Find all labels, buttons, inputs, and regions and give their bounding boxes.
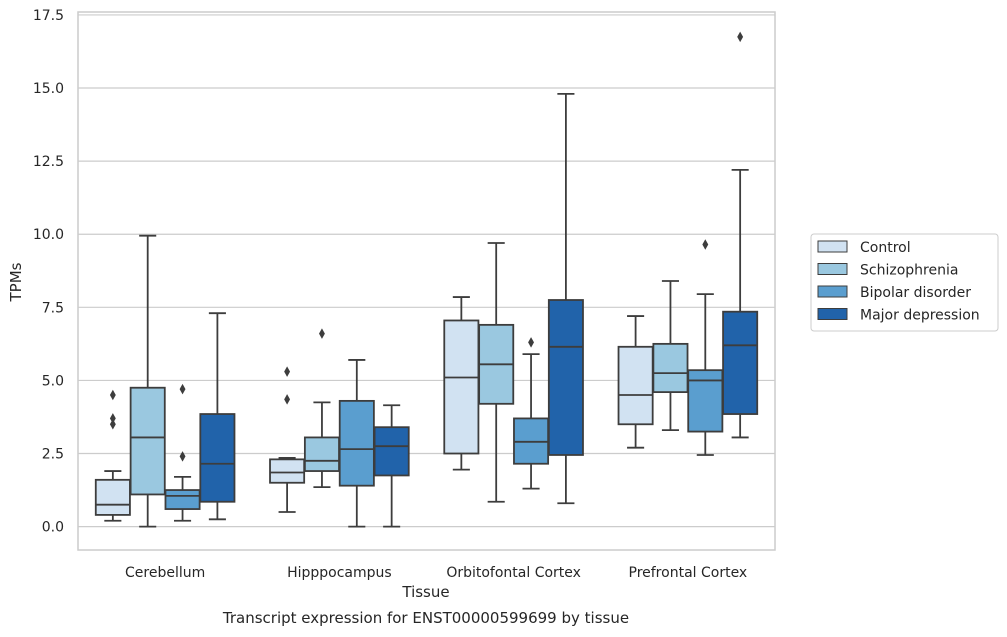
y-tick-label: 2.5 [42,447,64,463]
legend-swatch [817,285,848,298]
box-body [164,489,201,510]
box-hipppocampus-schizophrenia [303,328,340,489]
box-body [269,458,306,484]
y-tick-label: 15.0 [33,81,64,97]
legend-label: Schizophrenia [860,263,958,279]
y-tick-label: 12.5 [33,154,64,170]
box-orbitofontal-cortex-schizophrenia [478,242,515,503]
legend-frame [810,233,999,332]
box-prefrontal-cortex-schizophrenia [652,280,689,432]
legend-item: Schizophrenia [817,263,958,279]
box-cerebellum-control [94,389,131,522]
box-body [199,413,236,503]
grid-lines [78,14,775,528]
box-orbitofontal-cortex-control [443,296,480,471]
box-cerebellum-major-depression [199,312,236,521]
legend: Control Schizophrenia Bipolar disorder Majo… [810,233,999,332]
box-body [94,478,131,516]
x-tick-label: Orbitofontal Cortex [446,565,581,581]
y-tick-label: 17.5 [33,8,64,24]
box-body [338,399,375,487]
box-prefrontal-cortex-bipolar-disorder [687,239,724,456]
plot-area-frame [77,11,776,551]
outlier-point [179,451,186,462]
outlier-point [528,337,534,348]
box-series [94,31,759,528]
y-tick-label: 5.0 [42,373,64,389]
y-tick-label: 10.0 [33,227,64,243]
x-axis-label: Tissue [401,583,449,601]
outlier-point [319,328,325,339]
box-hipppocampus-bipolar-disorder [338,359,375,528]
legend-label: Major depression [860,308,980,324]
y-tick-label: 0.0 [42,520,64,536]
outlier-point [109,413,116,424]
box-body [652,342,689,394]
box-body [373,426,410,477]
y-axis-ticks: 0.0 2.5 5.0 7.5 10.0 12.5 15.0 17.5 [33,8,64,536]
box-prefrontal-cortex-major-depression [722,31,759,439]
outlier-point [109,389,116,401]
box-hipppocampus-major-depression [373,404,410,528]
box-hipppocampus-control [269,366,306,513]
box-body [303,436,340,472]
legend-item: Major depression [817,308,980,324]
box-body [547,299,584,456]
box-cerebellum-schizophrenia [129,234,166,528]
x-axis-ticks: Cerebellum Hipppocampus Orbitofontal Corte… [125,565,747,581]
x-tick-label: Hipppocampus [287,565,392,581]
box-orbitofontal-cortex-major-depression [547,92,584,505]
outlier-point [179,383,186,395]
box-cerebellum-bipolar-disorder [164,383,201,522]
outlier-point [284,394,291,405]
legend-swatch [817,240,848,253]
outlier-point [702,239,709,250]
chart-caption: Transcript expression for ENST0000059969… [222,609,629,627]
box-body [617,345,654,426]
legend-item: Control [817,240,911,256]
outlier-point [109,419,116,430]
box-body [443,319,480,455]
box-body [129,386,166,496]
legend-label: Control [860,240,911,256]
y-tick-label: 7.5 [42,300,64,316]
outlier-point [284,366,291,377]
legend-label: Bipolar disorder [860,285,971,301]
box-body [687,369,724,433]
box-prefrontal-cortex-control [617,315,654,449]
legend-item: Bipolar disorder [817,285,971,301]
x-tick-label: Cerebellum [125,565,205,581]
legend-swatch [817,263,848,275]
box-orbitofontal-cortex-bipolar-disorder [513,337,550,490]
outlier-point [737,31,744,43]
y-axis-label: TPMs [7,262,25,302]
box-body [722,310,759,415]
x-tick-label: Prefrontal Cortex [629,565,748,581]
legend-swatch [817,308,848,320]
